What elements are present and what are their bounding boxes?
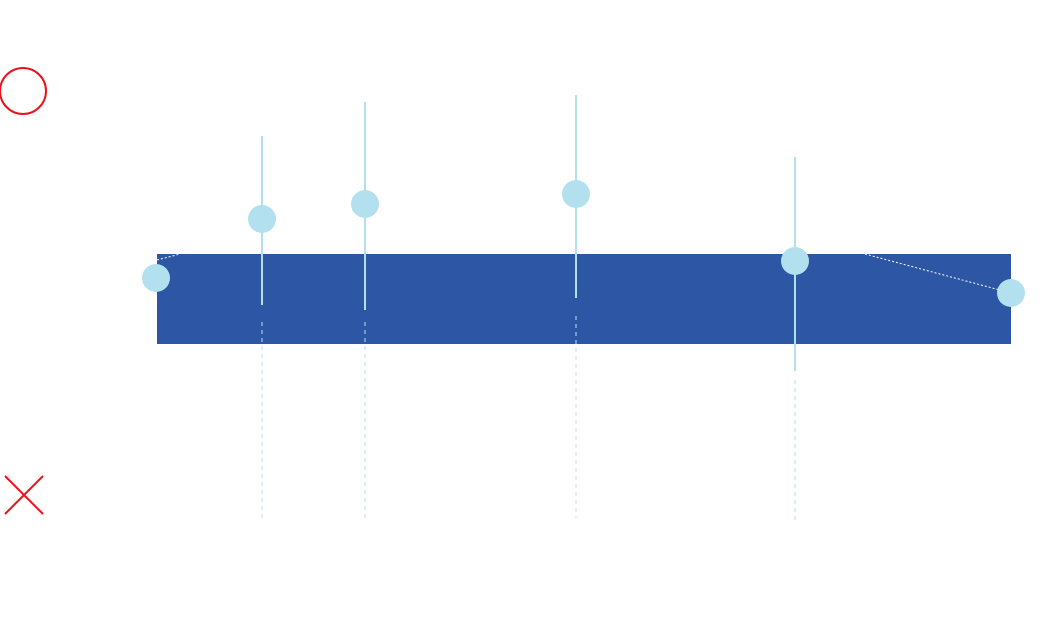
- dot: [351, 190, 379, 218]
- red-circle: [0, 67, 47, 115]
- dashed-lines: [261, 316, 796, 520]
- dot: [248, 205, 276, 233]
- dotted-link: [864, 253, 1012, 294]
- blue-band: [157, 254, 1011, 344]
- dot: [997, 279, 1025, 307]
- cross-stroke: [4, 475, 44, 515]
- dots: [142, 180, 1025, 307]
- dot: [562, 180, 590, 208]
- red-cross: [4, 475, 44, 515]
- dot: [142, 264, 170, 292]
- dotted-links: [156, 253, 1012, 294]
- dot: [781, 247, 809, 275]
